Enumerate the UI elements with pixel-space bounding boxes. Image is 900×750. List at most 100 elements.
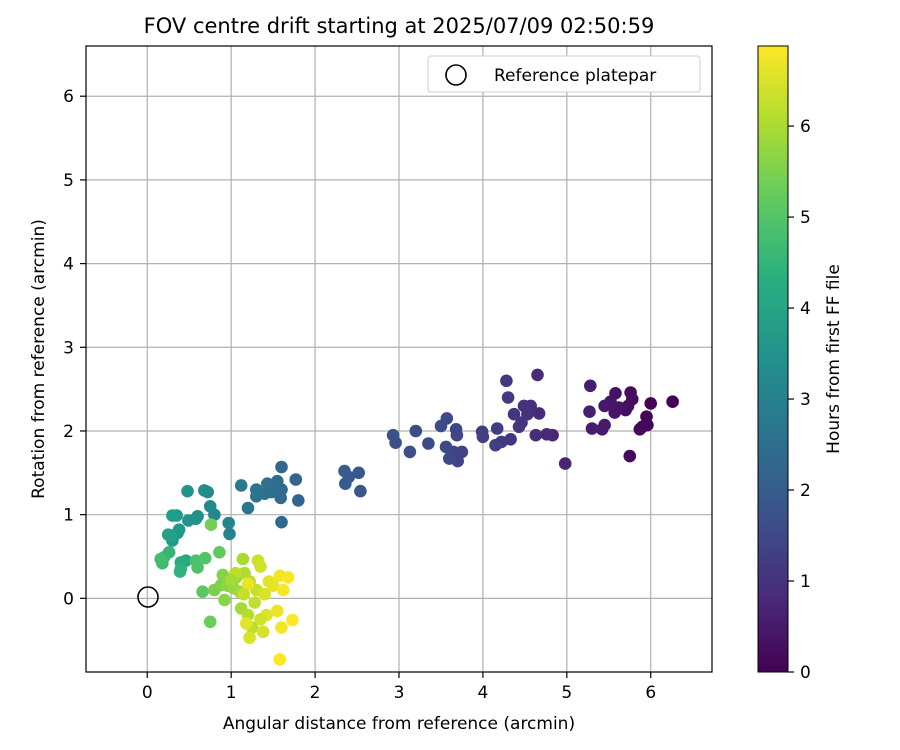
data-point	[241, 501, 255, 515]
data-point	[583, 405, 596, 419]
data-point	[236, 552, 250, 566]
data-point	[276, 583, 290, 597]
colorbar-tick-label: 5	[800, 208, 811, 228]
data-point	[234, 479, 248, 492]
data-point	[222, 516, 235, 530]
colorbar-tick-label: 0	[800, 663, 811, 683]
x-tick-label: 1	[226, 683, 237, 703]
data-point	[409, 424, 423, 438]
data-point	[434, 419, 448, 433]
y-tick-label: 3	[63, 338, 74, 358]
data-point	[198, 484, 211, 497]
data-point	[249, 490, 263, 503]
data-point	[507, 407, 521, 421]
legend-box	[427, 55, 701, 93]
data-point	[339, 477, 352, 491]
legend-marker	[445, 64, 467, 86]
data-point	[275, 621, 288, 634]
data-point	[386, 428, 400, 442]
data-point	[443, 452, 456, 465]
y-tick-label: 2	[63, 422, 74, 442]
data-point	[154, 552, 167, 566]
data-point	[273, 653, 287, 666]
data-points	[154, 368, 679, 666]
data-point	[181, 484, 194, 498]
data-point	[254, 560, 267, 573]
data-point	[352, 466, 366, 480]
data-point	[281, 571, 295, 584]
x-tick-label: 2	[310, 683, 321, 703]
data-point	[271, 604, 284, 618]
x-axis-ticks: 0 1 2 3 4 5 6	[142, 672, 656, 703]
data-point	[241, 577, 255, 591]
y-tick-label: 5	[63, 171, 74, 191]
data-point	[558, 457, 572, 470]
colorbar-gradient	[757, 45, 789, 673]
data-point	[500, 374, 513, 388]
data-point	[224, 573, 238, 587]
data-point	[598, 418, 611, 432]
data-point	[608, 406, 621, 419]
data-point	[540, 428, 553, 441]
colorbar-ticks: 0 1 2 3 4 5 6	[788, 117, 811, 683]
data-point	[261, 477, 274, 491]
data-point	[489, 438, 502, 452]
data-point	[501, 391, 515, 404]
data-point	[191, 561, 204, 574]
data-point	[266, 579, 280, 593]
x-axis-label: Angular distance from reference (arcmin)	[223, 714, 575, 734]
data-point	[196, 585, 209, 598]
y-tick-label: 4	[63, 255, 74, 275]
data-point	[286, 613, 299, 627]
data-point	[203, 500, 217, 513]
data-point	[476, 430, 490, 444]
data-point	[203, 615, 217, 629]
data-point	[166, 509, 179, 522]
data-point	[529, 428, 543, 442]
data-point	[256, 625, 270, 639]
data-point	[243, 631, 256, 644]
chart-title: FOV centre drift starting at 2025/07/09 …	[144, 14, 655, 38]
legend: Reference platepar	[427, 55, 701, 93]
data-point	[512, 420, 526, 434]
colorbar-label: Hours from first FF file	[824, 264, 844, 454]
y-axis-label: Rotation from reference (arcmin)	[29, 219, 49, 499]
data-point	[258, 587, 272, 601]
data-point	[213, 546, 226, 559]
y-tick-label: 1	[63, 506, 74, 526]
data-point	[338, 464, 351, 478]
data-point	[248, 596, 261, 609]
data-point	[449, 423, 463, 436]
data-point	[173, 565, 187, 578]
data-point	[182, 514, 195, 527]
data-point	[403, 445, 417, 459]
colorbar: 0 1 2 3 4 5 6 Hours from first FF file	[757, 45, 844, 683]
data-point	[490, 422, 504, 435]
colorbar-tick-label: 4	[800, 299, 811, 319]
legend-label: Reference platepar	[494, 66, 656, 86]
data-point	[289, 473, 303, 486]
colorbar-tick-label: 2	[800, 481, 811, 501]
y-tick-label: 0	[63, 589, 74, 609]
data-point	[422, 437, 435, 450]
data-point	[598, 399, 611, 413]
y-axis-ticks: 0 1 2 3 4 5 6	[63, 87, 86, 609]
data-point	[633, 423, 647, 436]
data-point	[275, 460, 288, 474]
data-point	[223, 527, 236, 541]
data-point	[531, 368, 544, 382]
data-point	[354, 484, 367, 498]
colorbar-tick-label: 3	[800, 390, 811, 410]
colorbar-tick-label: 6	[800, 117, 811, 137]
x-tick-label: 3	[394, 683, 405, 703]
reference-point	[137, 586, 159, 608]
y-tick-label: 6	[63, 87, 74, 107]
data-point	[292, 494, 305, 507]
data-point	[254, 613, 267, 626]
colorbar-tick-label: 1	[800, 572, 811, 592]
data-point	[439, 440, 453, 454]
data-point	[198, 551, 212, 565]
x-tick-label: 4	[478, 683, 489, 703]
data-point	[666, 395, 679, 409]
